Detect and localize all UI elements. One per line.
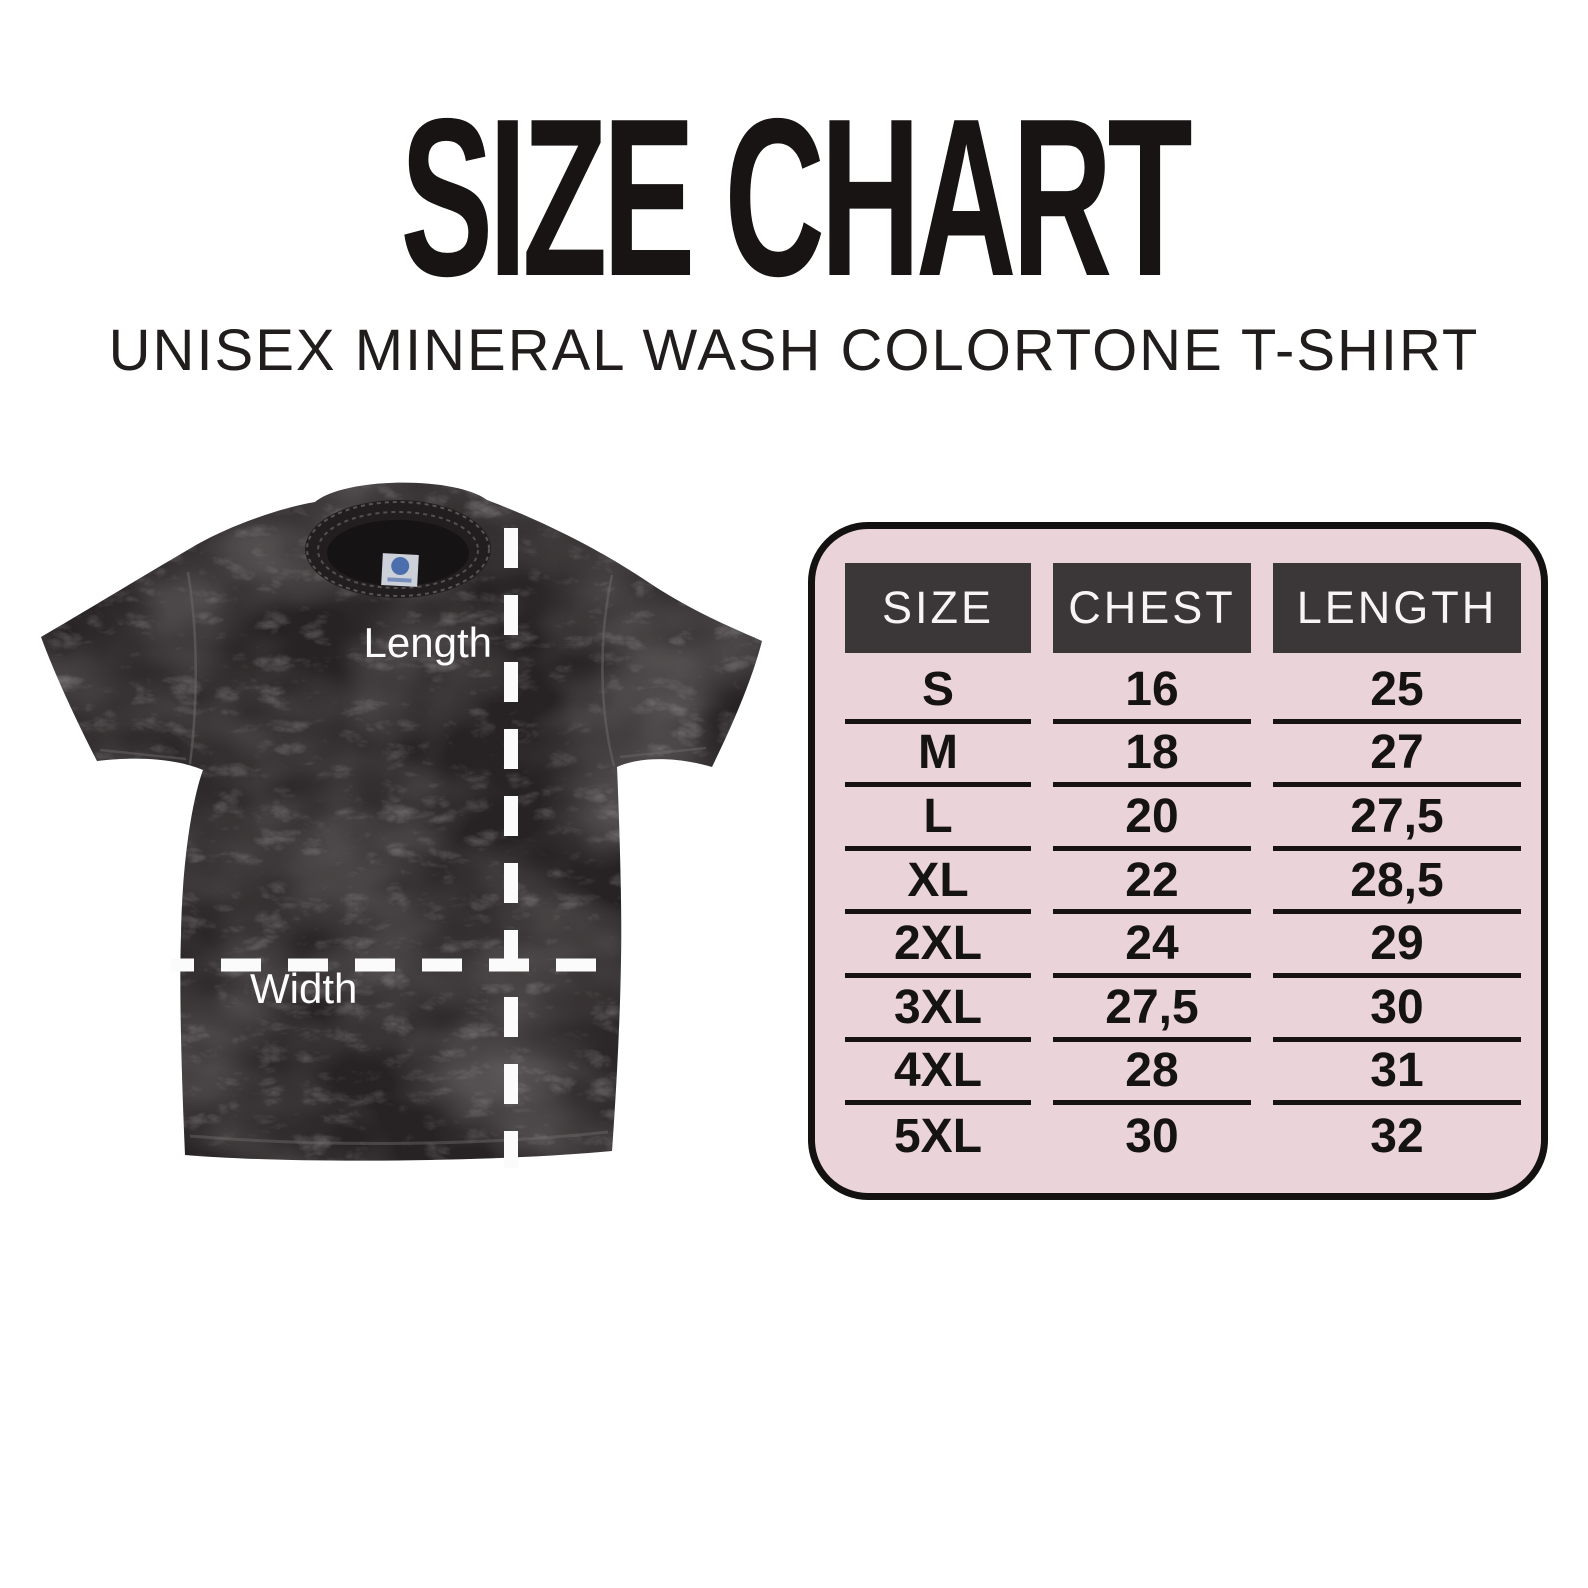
chest-cell: 16 <box>1053 660 1251 724</box>
page-title: SIZE CHART <box>400 71 1192 323</box>
size-table-body: S 16 25 M 18 27 L 20 27,5 XL 22 28,5 2XL <box>845 660 1541 1169</box>
cuff-seam-right <box>619 746 707 759</box>
column-header-size: SIZE <box>845 563 1031 653</box>
column-header-chest: CHEST <box>1053 563 1251 653</box>
size-cell: 4XL <box>845 1042 1031 1106</box>
size-cell: 5XL <box>893 1110 983 1164</box>
collar-stitch-inner <box>317 511 479 589</box>
length-cell: 29 <box>1273 914 1521 978</box>
table-row-5xl: 5XL 30 32 <box>845 1105 1541 1169</box>
size-cell: L <box>845 787 1031 851</box>
size-cell: 2XL <box>845 914 1031 978</box>
table-row-l: L 20 27,5 <box>845 787 1541 851</box>
length-cell: 31 <box>1273 1042 1521 1106</box>
width-label: Width <box>250 965 357 1012</box>
collar-opening <box>327 520 469 586</box>
table-row-3xl: 3XL 27,5 30 <box>845 978 1541 1042</box>
length-cell: 30 <box>1273 978 1521 1042</box>
cuff-seam-left <box>99 748 187 761</box>
armhole-seam-left <box>186 571 197 765</box>
chest-cell: 22 <box>1053 851 1251 915</box>
chest-cell: 24 <box>1053 914 1251 978</box>
size-cell: S <box>845 660 1031 724</box>
hem-stitch <box>189 1130 609 1145</box>
table-row-2xl: 2XL 24 29 <box>845 914 1541 978</box>
brand-tag <box>381 553 419 587</box>
page-subtitle: UNISEX MINERAL WASH COLORTONE T-SHIRT <box>108 318 1480 383</box>
column-header-length: LENGTH <box>1273 563 1521 653</box>
chest-cell: 30 <box>1125 1110 1179 1164</box>
size-table: SIZE CHEST LENGTH S 16 25 M 18 27 L 20 2… <box>808 522 1548 1200</box>
collar-stitch-outer <box>306 501 490 597</box>
table-row-4xl: 4XL 28 31 <box>845 1042 1541 1106</box>
armhole-seam-right <box>601 574 616 767</box>
length-cell: 27,5 <box>1273 787 1521 851</box>
size-cell: M <box>845 724 1031 788</box>
chest-cell: 27,5 <box>1053 978 1251 1042</box>
length-cell: 25 <box>1273 660 1521 724</box>
measurement-lines <box>171 528 618 1168</box>
length-cell: 28,5 <box>1273 851 1521 915</box>
chest-cell: 28 <box>1053 1042 1251 1106</box>
chest-cell: 18 <box>1053 724 1251 788</box>
tshirt-photo <box>41 482 762 1161</box>
size-table-header-row: SIZE CHEST LENGTH <box>845 563 1541 653</box>
size-cell: 3XL <box>845 978 1031 1042</box>
table-row-s: S 16 25 <box>845 660 1541 724</box>
length-label: Length <box>364 619 492 666</box>
length-cell: 32 <box>1370 1110 1424 1164</box>
table-row-xl: XL 22 28,5 <box>845 851 1541 915</box>
table-row-m: M 18 27 <box>845 724 1541 788</box>
chest-cell: 20 <box>1053 787 1251 851</box>
size-cell: XL <box>845 851 1031 915</box>
length-cell: 27 <box>1273 724 1521 788</box>
